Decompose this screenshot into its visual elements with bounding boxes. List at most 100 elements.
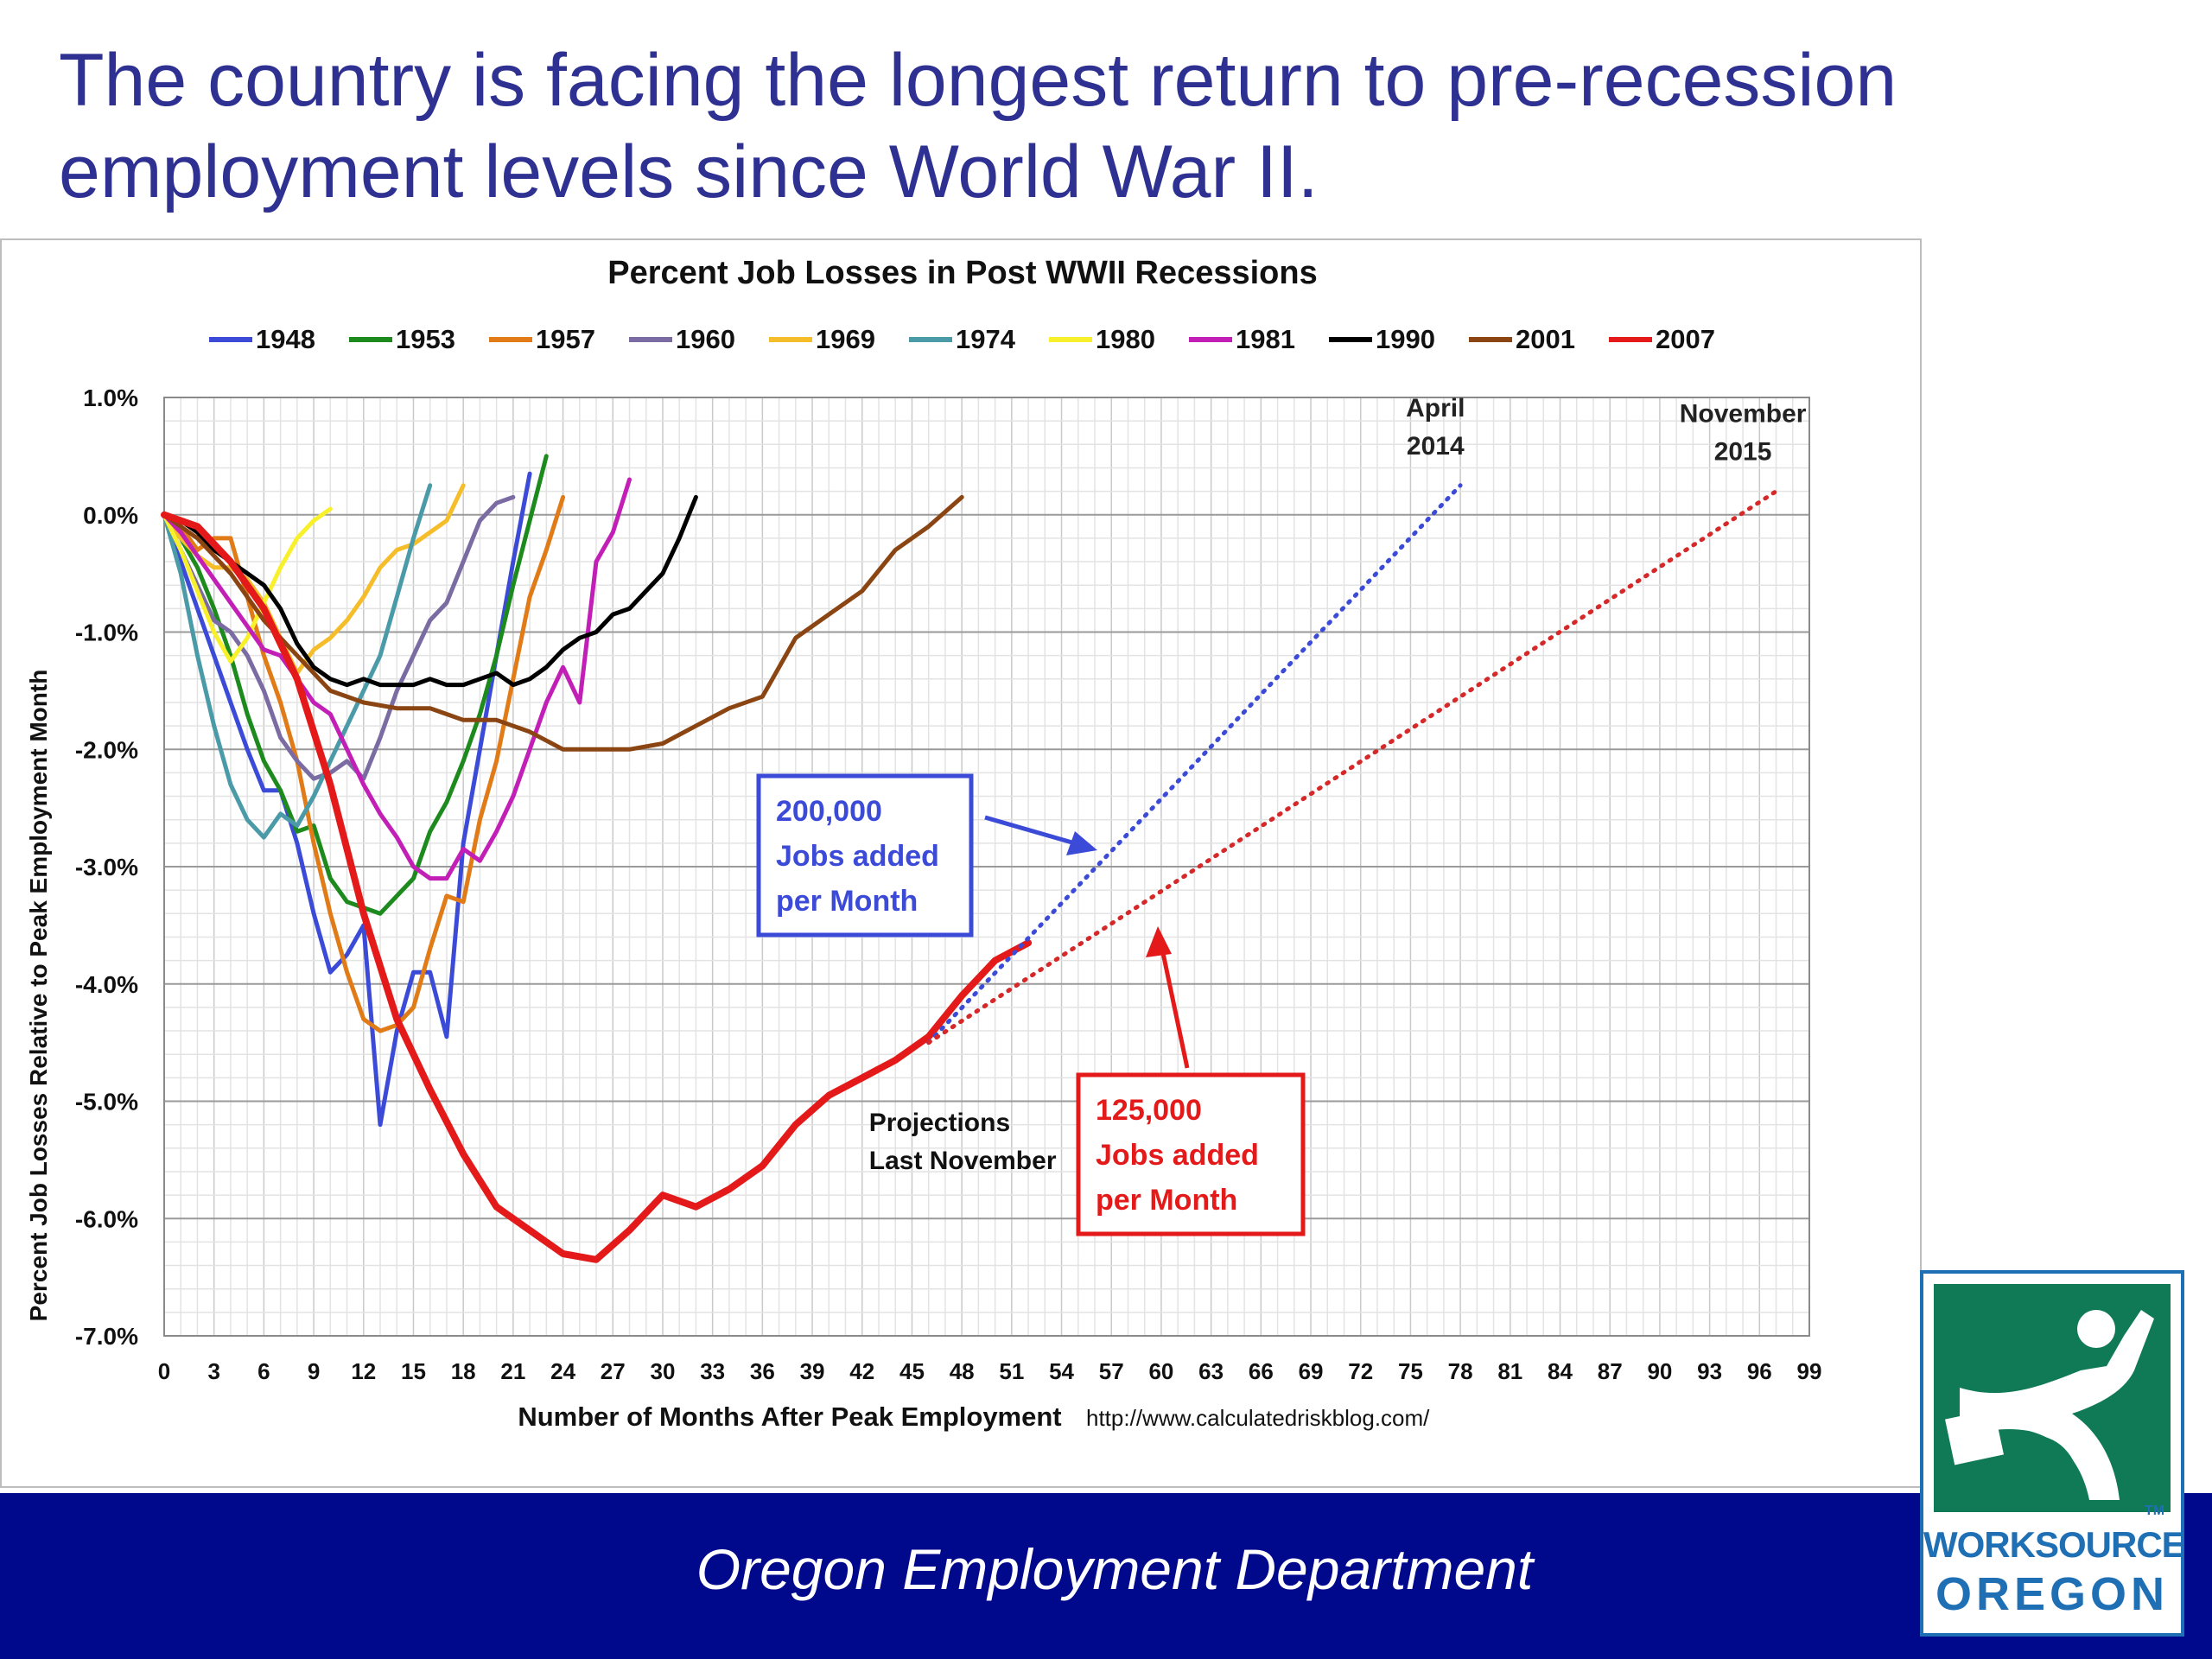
series-group [161,454,1778,1263]
worksource-logo: TM WORKSOURCE OREGON [1920,1270,2186,1637]
logo-brand: WORKSOURCE OREGON [1923,1524,2186,1621]
x-tick-label: 9 [308,1358,320,1384]
y-tick-label: 0.0% [83,502,138,529]
footer-band [0,1493,2212,1659]
x-tick-label: 18 [451,1358,476,1384]
y-tick-label: -1.0% [75,620,138,646]
series-line-1990 [162,494,698,688]
x-tick-label: 30 [651,1358,676,1384]
arrow-200000 [984,815,1088,849]
series-line-1980 [162,506,333,664]
x-tick-label: 33 [700,1358,725,1384]
annotation-november-2015: 2015 [1714,438,1772,467]
series-line-2007 [161,511,1033,1263]
chart-title: Percent Job Losses in Post WWII Recessio… [607,255,1317,291]
x-axis-label: Number of Months After Peak Employment [518,1402,1061,1432]
y-tick-label: 1.0% [83,385,138,411]
x-tick-label: 75 [1398,1358,1423,1384]
x-tick-label: 51 [999,1358,1024,1384]
runner-icon [1945,1310,2154,1501]
x-tick-label: 21 [500,1358,525,1384]
x-tick-label: 27 [601,1358,626,1384]
x-tick-label: 0 [158,1358,170,1384]
callout-text-125000: Jobs added [1096,1139,1259,1172]
grid [163,397,1810,1337]
arrow-head-200000 [1066,831,1097,855]
x-tick-label: 72 [1348,1358,1373,1384]
x-tick-label: 39 [800,1358,825,1384]
y-axis-label: Percent Job Losses Relative to Peak Empl… [25,670,52,1322]
slide-title: The country is facing the longest return… [59,35,1960,218]
logo-brand-line-2: OREGON [1935,1568,2170,1620]
x-tick-label: 96 [1747,1358,1772,1384]
legend-entry-2007: 2007 [1656,324,1715,354]
x-tick-label: 60 [1148,1358,1173,1384]
x-tick-label: 63 [1198,1358,1224,1384]
x-tick-label: 6 [257,1358,270,1384]
x-tick-label: 69 [1299,1358,1324,1384]
x-tick-label: 78 [1448,1358,1473,1384]
x-tick-label: 66 [1249,1358,1274,1384]
callout-text-125000: per Month [1096,1184,1237,1217]
job-losses-chart: Percent Job Losses in Post WWII Recessio… [25,255,1822,1432]
series-line-1974 [162,483,433,840]
x-tick-label: 57 [1099,1358,1124,1384]
callout-text-200000: per Month [776,885,918,918]
footer-text: Oregon Employment Department [696,1537,1534,1601]
legend-entry-1948: 1948 [256,324,315,354]
y-tick-label: -7.0% [75,1323,138,1350]
callout-box-200000 [756,773,974,938]
title-line-2: employment levels since World War II. [59,130,1319,213]
logo-tm: TM [2145,1503,2165,1518]
legend-entry-1957: 1957 [536,324,595,354]
title-line-1: The country is facing the longest return… [59,39,1897,122]
y-tick-label: -5.0% [75,1089,138,1116]
arrow-head-125000 [1146,926,1172,957]
x-tick-label: 36 [750,1358,775,1384]
x-tick-label: 90 [1647,1358,1672,1384]
y-tick-label: -2.0% [75,736,138,763]
projection-line [926,489,1778,1046]
series-line-1960 [162,494,516,781]
x-tick-label: 3 [207,1358,219,1384]
annotation-april-2014: April [1406,394,1465,423]
x-tick-label: 54 [1049,1358,1074,1384]
series-line-1981 [162,477,632,881]
series-line-1953 [162,454,549,916]
x-tick-label: 81 [1497,1358,1522,1384]
legend-entry-2001: 2001 [1516,324,1575,354]
annotation-projections: Projections [869,1109,1010,1137]
x-tick-label: 99 [1797,1358,1822,1384]
series-line-1948 [162,471,532,1128]
legend-entry-1953: 1953 [396,324,455,354]
annotations: April 2014 November 2015 Projections Last Nov… [756,394,1807,1236]
legend-entry-1981: 1981 [1236,324,1295,354]
chart-panel: Percent Job Losses in Post WWII Recessio… [0,238,1922,1488]
x-tick-label: 93 [1697,1358,1722,1384]
annotation-projections: Last November [869,1147,1057,1175]
series-line-2001 [162,494,964,752]
legend-entry-1969: 1969 [816,324,875,354]
x-tick-label: 24 [550,1358,575,1384]
callout-text-200000: Jobs added [776,840,939,873]
callout-box-125000 [1076,1072,1306,1236]
y-tick-label: -6.0% [75,1205,138,1232]
legend: 1948 1953 1957 1960 1969 1974 1980 1981 1990 2001… [209,324,1715,354]
axes: 0 3 6 9 12 15 18 21 24 27 30 33 36 39 42 45 48 51 54 57 60 63… [75,385,1822,1384]
legend-entry-1980: 1980 [1096,324,1155,354]
logo-brand-line-1: WORKSOURCE [1923,1524,2186,1565]
legend-entry-1990: 1990 [1376,324,1435,354]
annotation-november-2015: November [1680,400,1807,429]
x-tick-label: 15 [401,1358,426,1384]
arrow-125000 [1157,936,1190,1069]
x-tick-label: 48 [950,1358,975,1384]
x-tick-label: 84 [1548,1358,1573,1384]
logo-emblem [1934,1284,2171,1512]
plot-frame [163,397,1810,1337]
legend-entry-1960: 1960 [676,324,735,354]
y-tick-label: -3.0% [75,854,138,880]
source-url: http://www.calculatedriskblog.com/ [1086,1405,1430,1431]
x-tick-label: 12 [351,1358,376,1384]
callout-text-200000: 200,000 [776,795,882,828]
x-tick-label: 42 [849,1358,874,1384]
